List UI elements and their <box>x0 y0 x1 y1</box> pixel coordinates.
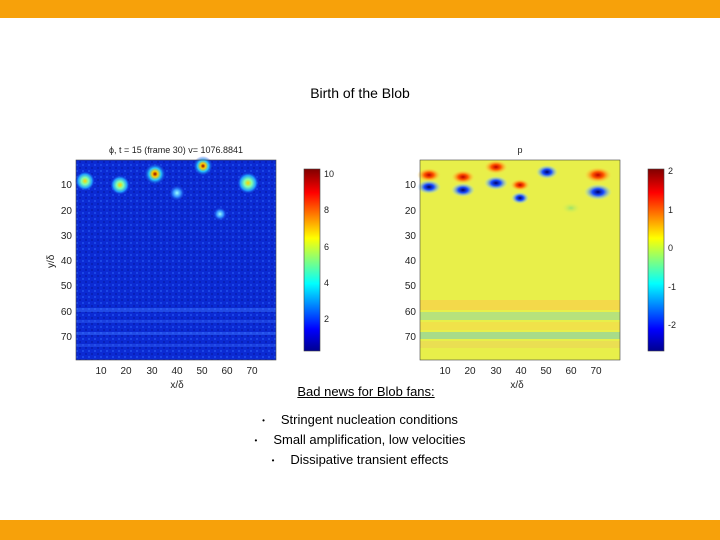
svg-text:20: 20 <box>405 206 417 217</box>
svg-text:50: 50 <box>540 366 552 377</box>
svg-text:6: 6 <box>324 242 329 252</box>
svg-text:70: 70 <box>405 332 417 343</box>
svg-text:10: 10 <box>61 180 73 191</box>
svg-text:70: 70 <box>61 332 73 343</box>
svg-text:40: 40 <box>61 256 73 267</box>
right-plot-title: p <box>517 145 522 155</box>
left-colorbar <box>303 168 321 352</box>
svg-text:60: 60 <box>405 307 417 318</box>
bullet-item: • Dissipative transient effects <box>271 452 449 467</box>
left-xlabel: x/δ <box>170 380 184 391</box>
right-yticks: 10 20 30 40 50 60 70 <box>405 180 417 343</box>
svg-text:-2: -2 <box>668 320 676 330</box>
svg-text:2: 2 <box>668 166 673 176</box>
svg-text:10: 10 <box>95 366 107 377</box>
svg-text:50: 50 <box>405 281 417 292</box>
svg-text:30: 30 <box>146 366 158 377</box>
subheading: Bad news for Blob fans: <box>297 384 435 399</box>
bullet-list: • Stringent nucleation conditions • Small … <box>0 410 720 470</box>
top-accent-bar <box>0 0 720 18</box>
svg-text:40: 40 <box>171 366 183 377</box>
bullet-icon: • <box>262 415 265 425</box>
svg-text:1: 1 <box>668 205 673 215</box>
svg-text:4: 4 <box>324 278 329 288</box>
svg-text:50: 50 <box>61 281 73 292</box>
svg-text:30: 30 <box>61 231 73 242</box>
svg-text:20: 20 <box>120 366 132 377</box>
bullet-item: • Stringent nucleation conditions <box>262 412 458 427</box>
left-yticks: 10 20 30 40 50 60 70 <box>61 180 73 343</box>
svg-text:60: 60 <box>221 366 233 377</box>
svg-text:50: 50 <box>196 366 208 377</box>
svg-text:10: 10 <box>324 169 334 179</box>
left-plot-title: ϕ, t = 15 (frame 30) v= 1076.8841 <box>109 145 243 155</box>
left-colorbar-ticks: 10 8 6 4 2 <box>324 169 334 324</box>
right-xticks: 10 20 30 40 50 60 70 <box>439 366 602 377</box>
svg-text:40: 40 <box>515 366 527 377</box>
left-band-texture <box>76 308 276 347</box>
bottom-accent-bar <box>0 520 720 540</box>
bullet-item: • Small amplification, low velocities <box>254 432 466 447</box>
right-xlabel: x/δ <box>510 380 524 391</box>
svg-text:60: 60 <box>61 307 73 318</box>
right-colorbar <box>647 168 665 352</box>
svg-text:70: 70 <box>246 366 258 377</box>
left-blobs <box>75 156 259 221</box>
bullet-icon: • <box>271 455 275 465</box>
svg-text:30: 30 <box>405 231 417 242</box>
svg-text:60: 60 <box>565 366 577 377</box>
left-ylabel: y/δ <box>46 254 57 268</box>
phi-heatmap-figure: ϕ, t = 15 (frame 30) v= 1076.8841 10 20 … <box>46 145 334 391</box>
svg-text:8: 8 <box>324 205 329 215</box>
svg-text:10: 10 <box>439 366 451 377</box>
svg-text:10: 10 <box>405 180 417 191</box>
right-dipoles <box>417 160 612 214</box>
slide-title: Birth of the Blob <box>310 85 410 101</box>
svg-text:0: 0 <box>668 243 673 253</box>
svg-text:-1: -1 <box>668 282 676 292</box>
bullet-icon: • <box>254 435 258 445</box>
svg-text:70: 70 <box>590 366 602 377</box>
svg-text:40: 40 <box>405 256 417 267</box>
left-xticks: 10 20 30 40 50 60 70 <box>95 366 258 377</box>
svg-text:20: 20 <box>61 206 73 217</box>
right-wave-bands <box>420 300 620 348</box>
svg-text:20: 20 <box>464 366 476 377</box>
svg-text:30: 30 <box>490 366 502 377</box>
right-colorbar-ticks: 2 1 0 -1 -2 <box>668 166 676 330</box>
p-heatmap-figure: p 10 20 30 40 50 60 70 10 20 30 40 <box>405 145 676 391</box>
svg-text:2: 2 <box>324 314 329 324</box>
